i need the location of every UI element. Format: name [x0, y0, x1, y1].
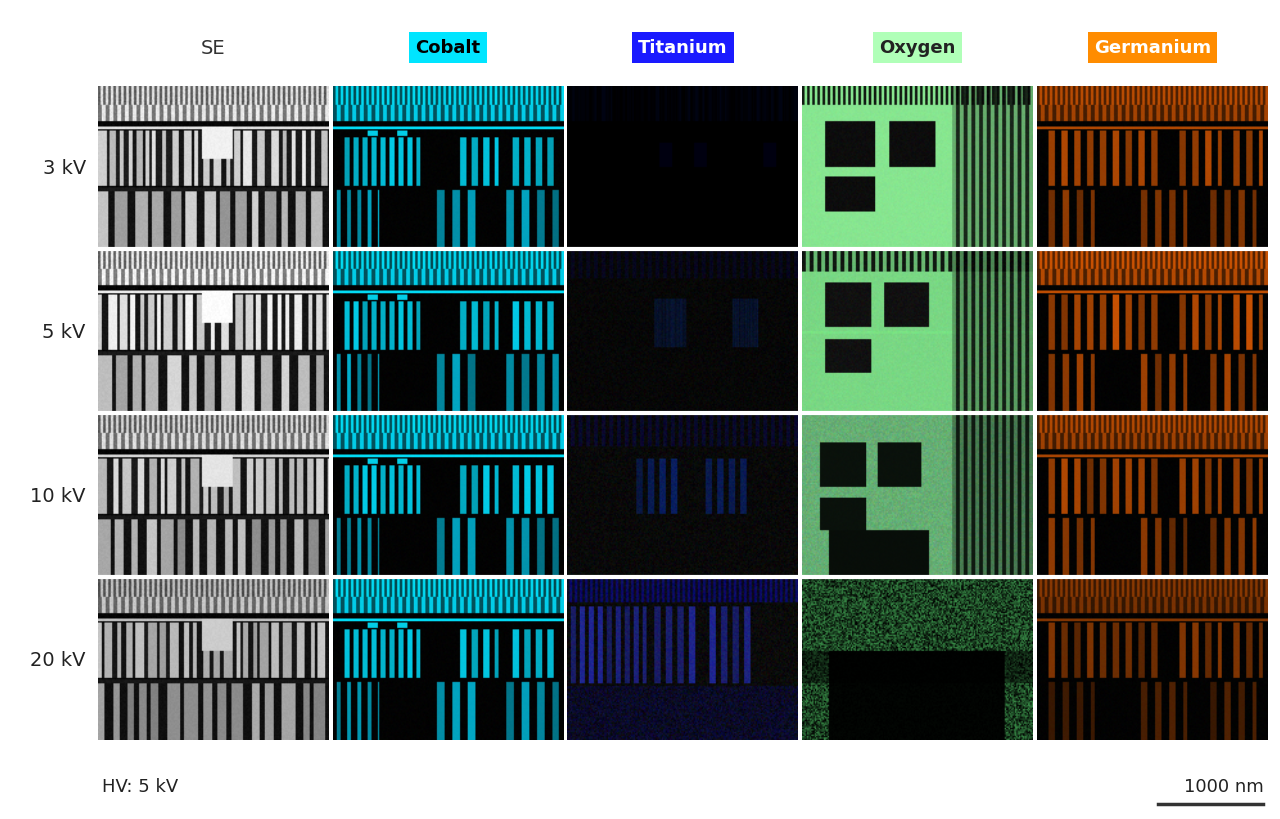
Text: 3 kV: 3 kV: [42, 158, 86, 178]
Text: Titanium: Titanium: [639, 39, 727, 57]
Text: Oxygen: Oxygen: [879, 39, 956, 57]
Text: SE: SE: [201, 38, 225, 57]
Text: Germanium: Germanium: [1094, 39, 1211, 57]
Text: 20 kV: 20 kV: [31, 649, 86, 669]
Text: HV: 5 kV: HV: 5 kV: [102, 777, 179, 795]
Text: Cobalt: Cobalt: [416, 39, 481, 57]
Text: 10 kV: 10 kV: [31, 486, 86, 505]
Text: 5 kV: 5 kV: [42, 322, 86, 342]
Text: 1000 nm: 1000 nm: [1184, 777, 1263, 795]
